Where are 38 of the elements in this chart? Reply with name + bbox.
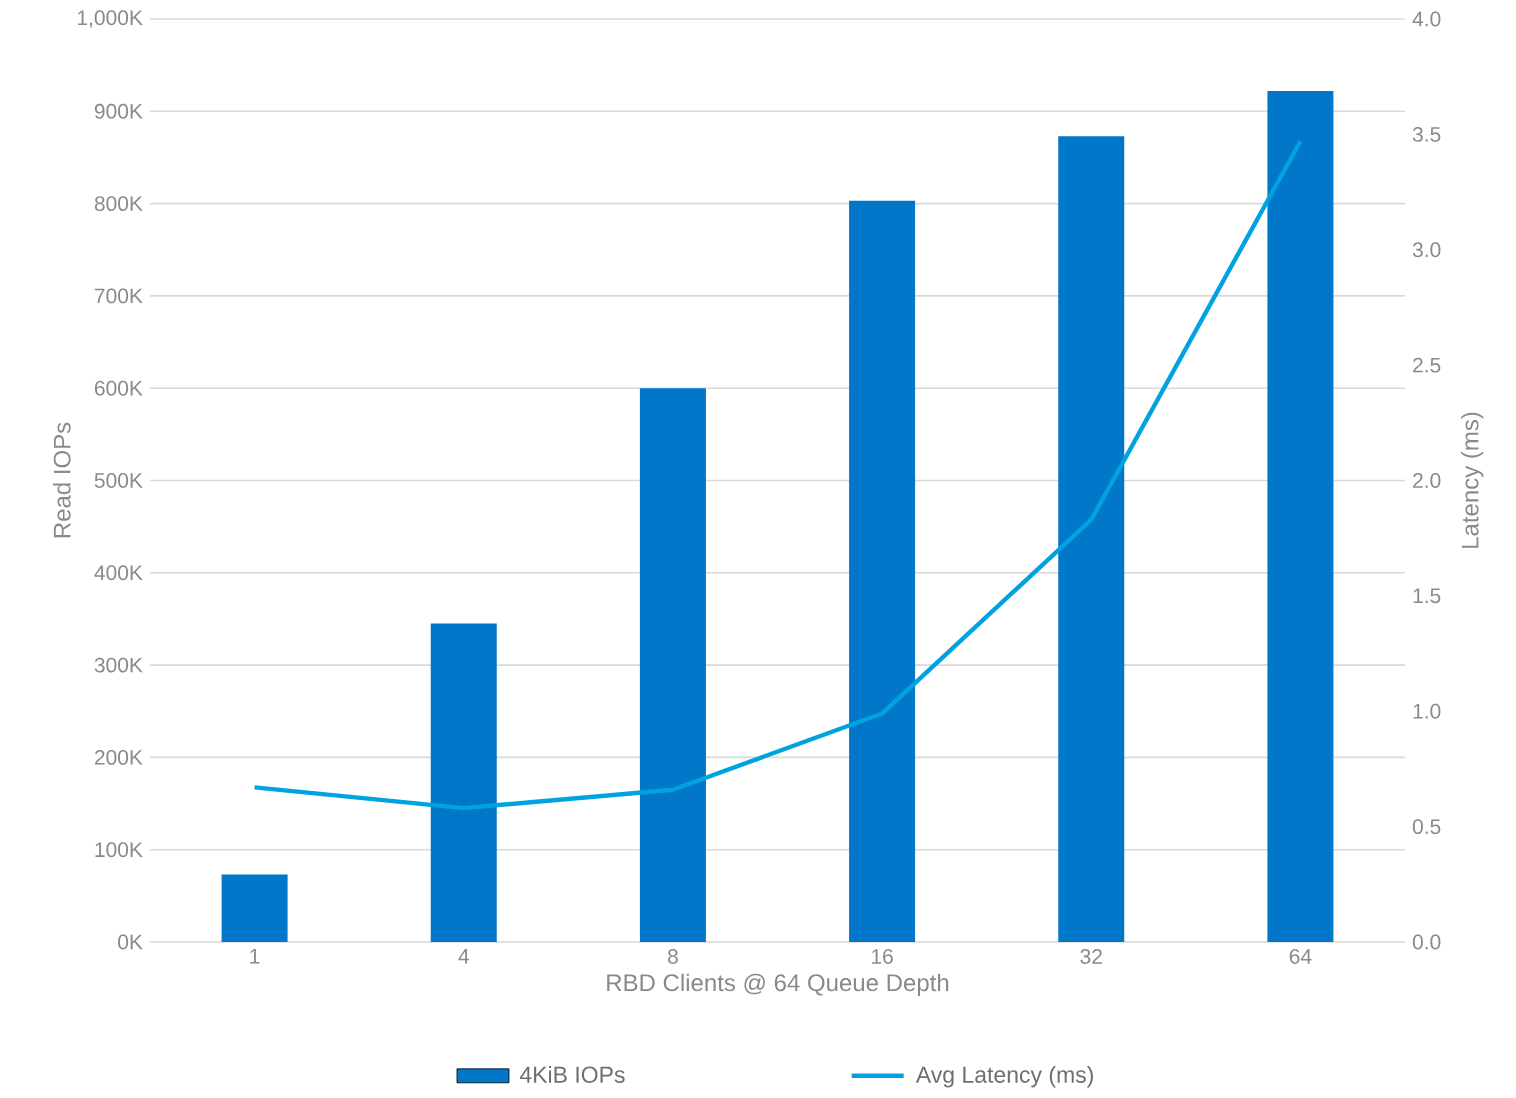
x-tick-label: 1 [250,949,260,964]
bar [849,200,916,942]
line-series [252,139,1303,811]
y-axis-title: Read IOPs [53,422,71,538]
x-tick-label: 16 [872,949,893,964]
bar [221,874,288,942]
legend-label: 4KiB IOPs [519,1066,625,1083]
bar [1267,90,1334,942]
y2-tick-label: 2.0 [1413,473,1441,488]
y2-tick-label: 4.0 [1412,11,1441,27]
y2-tick-label: 0.0 [1412,934,1441,950]
y2-tick-label: 1.5 [1413,588,1441,604]
bar [430,623,497,942]
x-tick-label: 4 [458,949,469,964]
y-tick-label: 500K [94,473,143,488]
y-tick-label: 800K [94,196,143,212]
bar [639,388,706,942]
y2-tick-label: 0.5 [1412,819,1441,835]
y-tick-label: 1,000K [77,10,143,28]
x-tick-label: 8 [667,949,678,964]
y-tick-label: 700K [94,288,143,304]
y-tick-label: 400K [94,565,143,581]
y-tick-label: 600K [94,380,143,396]
y-tick-label: 200K [94,749,143,765]
bar [1058,136,1125,942]
y2-tick-label: 3.0 [1412,242,1441,258]
y-tick-label: 300K [94,657,143,673]
y-tick-label: 100K [95,842,143,858]
y-tick-label: 0K [118,934,143,950]
legend-label: Avg Latency (ms) [915,1066,1093,1088]
y2-tick-label: 2.5 [1413,357,1441,373]
y2-tick-label: 1.0 [1413,703,1441,719]
x-tick-label: 64 [1289,949,1312,964]
y2-axis-title: Latency (ms) [1461,412,1484,548]
y-tick-label: 900K [94,103,143,119]
x-tick-label: 32 [1080,949,1102,964]
y2-tick-label: 3.5 [1412,126,1441,142]
x-axis-title: RBD Clients @ 64 Queue Depth [607,973,949,997]
